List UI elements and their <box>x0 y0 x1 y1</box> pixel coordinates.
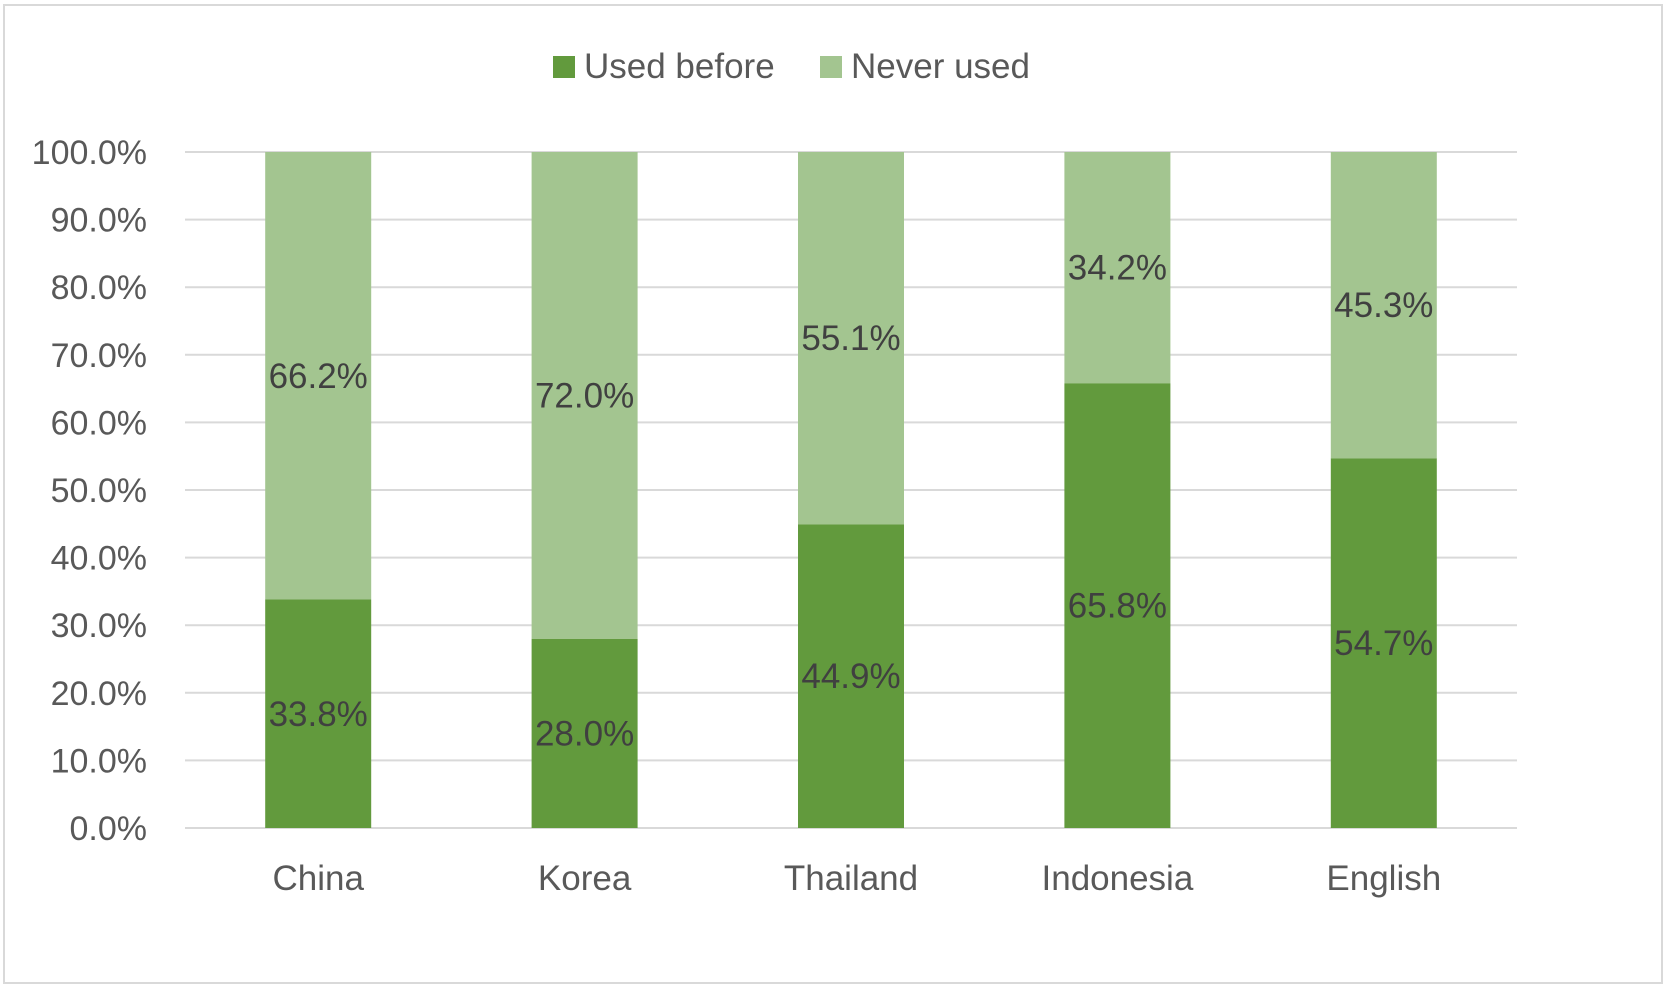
bar-never-used-china <box>265 152 372 600</box>
data-label: 66.2% <box>269 357 368 396</box>
legend-swatch <box>553 56 575 78</box>
bar-never-used-english <box>1330 152 1437 459</box>
data-label: 55.1% <box>801 319 900 358</box>
data-label: 45.3% <box>1334 286 1433 325</box>
x-category-label: China <box>272 859 364 898</box>
data-label: 54.7% <box>1334 624 1433 663</box>
y-axis-tick-labels: 0.0% 10.0% 20.0% 30.0% 40.0% 50.0% 60.0% 70.0% 8… <box>32 134 147 848</box>
data-labels: 33.8% 66.2% 28.0% 72.0% 44.9% 55.1% 65.8% 34.2%… <box>269 249 1434 754</box>
y-tick-label: 10.0% <box>51 742 147 780</box>
data-label: 34.2% <box>1068 249 1167 288</box>
x-category-label: Korea <box>538 859 632 898</box>
bar-never-used-korea <box>531 152 638 639</box>
bar-never-used-thailand <box>798 152 904 525</box>
y-tick-label: 60.0% <box>51 404 147 442</box>
bars <box>265 152 1437 828</box>
data-label: 33.8% <box>269 695 368 734</box>
x-category-label: Indonesia <box>1042 859 1194 898</box>
y-tick-label: 50.0% <box>51 472 147 510</box>
data-label: 44.9% <box>801 657 900 696</box>
y-tick-label: 80.0% <box>51 269 147 307</box>
x-category-label: English <box>1326 859 1441 898</box>
y-tick-label: 70.0% <box>51 337 147 375</box>
bar-used-before-china <box>265 599 372 828</box>
legend: Used before Never used <box>553 47 1030 86</box>
y-tick-label: 40.0% <box>51 540 147 578</box>
y-tick-label: 30.0% <box>51 607 147 645</box>
bar-used-before-english <box>1330 458 1437 828</box>
data-label: 65.8% <box>1068 587 1167 626</box>
stacked-bar-chart: 33.8% 66.2% 28.0% 72.0% 44.9% 55.1% 65.8% 34.2%… <box>32 47 1517 898</box>
y-tick-label: 20.0% <box>51 675 147 713</box>
bar-used-before-korea <box>531 638 638 828</box>
bar-used-before-thailand <box>798 524 904 828</box>
data-label: 72.0% <box>535 376 634 415</box>
bar-never-used-indonesia <box>1064 152 1171 384</box>
y-tick-label: 0.0% <box>70 810 148 848</box>
x-category-label: Thailand <box>784 859 918 898</box>
legend-swatch <box>820 56 842 78</box>
x-axis-category-labels: China Korea Thailand Indonesia English <box>272 859 1441 898</box>
data-label: 28.0% <box>535 714 634 753</box>
legend-label: Never used <box>851 47 1030 86</box>
y-tick-label: 100.0% <box>32 134 147 172</box>
bar-used-before-indonesia <box>1064 383 1171 828</box>
chart-area: 33.8% 66.2% 28.0% 72.0% 44.9% 55.1% 65.8% 34.2%… <box>3 4 1663 984</box>
legend-label: Used before <box>584 47 775 86</box>
y-tick-label: 90.0% <box>51 202 147 240</box>
